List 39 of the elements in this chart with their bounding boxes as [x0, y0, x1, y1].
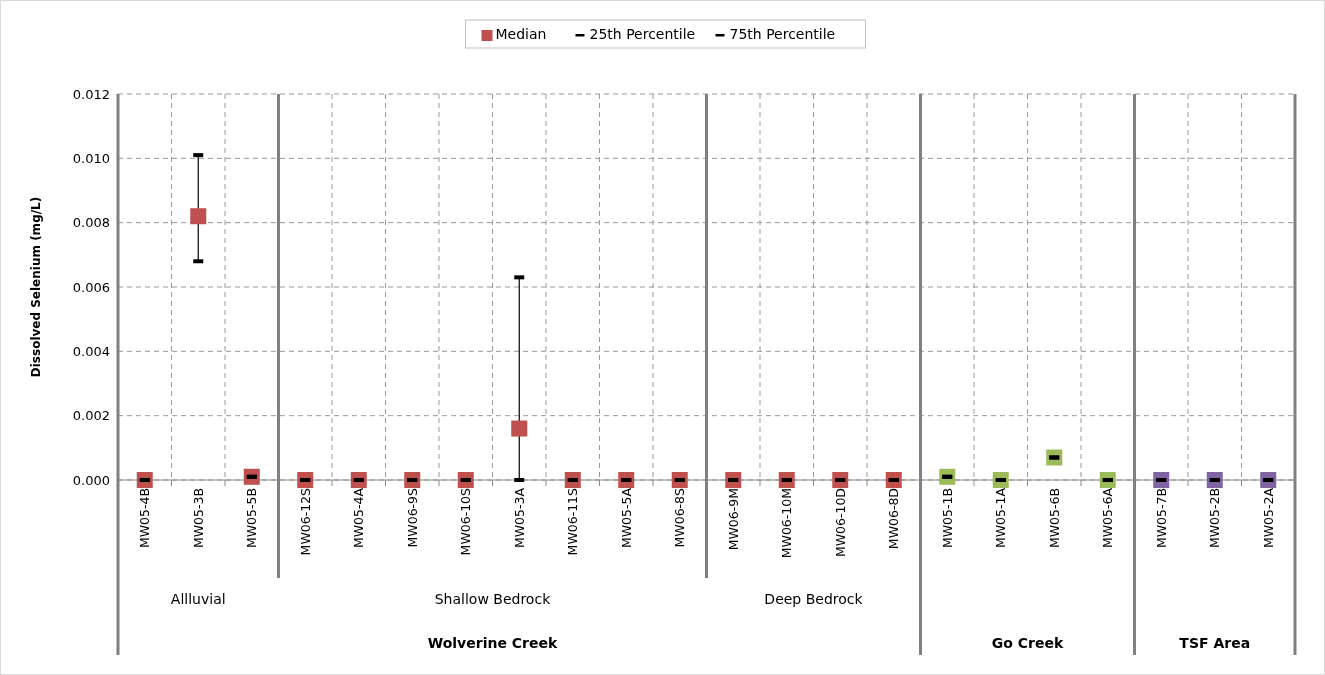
x-tick-label: MW05-1A: [993, 487, 1009, 549]
text: Shallow Bedrock: [434, 591, 552, 607]
legend-label: 75th Percentile: [729, 26, 836, 42]
text: Go Creek: [991, 635, 1064, 651]
x-tick-label: MW05-2A: [1260, 487, 1276, 549]
x-tick-label: MW05-3B: [190, 488, 206, 549]
legend-label: 25th Percentile: [589, 26, 696, 42]
x-tick-label: MW06-10S: [458, 487, 474, 556]
x-tick-label: MW05-6A: [1100, 487, 1116, 549]
legend-label: Median: [495, 26, 547, 42]
y-tick-label: 0.004: [72, 343, 110, 359]
y-axis-title: Dissolved Selenium (mg/L): [29, 196, 43, 378]
x-tick-label: MW05-4B: [137, 488, 153, 549]
x-tick-label: MW05-5A: [618, 487, 634, 549]
text: Deep Bedrock: [764, 591, 864, 607]
x-tick-label: MW06-9M: [725, 488, 741, 551]
text: Wolverine Creek: [427, 635, 558, 651]
y-tick-label: 0.006: [72, 279, 110, 295]
x-tick-label: MW06-9S: [404, 487, 420, 548]
y-tick-label: 0.002: [72, 408, 110, 424]
x-tick-label: MW05-7B: [1153, 488, 1169, 549]
x-tick-label: MW06-10M: [779, 488, 795, 559]
x-tick-label: MW05-3A: [511, 487, 527, 549]
x-tick-label: MW05-4A: [351, 487, 367, 549]
x-tick-label: MW05-5B: [244, 488, 260, 549]
text: TSF Area: [1179, 635, 1251, 651]
x-tick-label: MW05-2B: [1207, 488, 1223, 549]
x-tick-label: MW06-8D: [886, 488, 902, 550]
y-tick-label: 0.010: [72, 150, 110, 166]
y-tick-label: 0.000: [72, 472, 110, 488]
y-tick-label: 0.008: [72, 215, 110, 231]
y-tick-label: 0.012: [72, 86, 110, 102]
x-tick-label: MW05-1B: [939, 488, 955, 549]
x-tick-label: MW06-10D: [832, 488, 848, 558]
text: Allluvial: [170, 591, 226, 607]
x-tick-label: MW06-12S: [297, 487, 313, 556]
x-tick-label: MW05-6B: [1046, 488, 1062, 549]
x-tick-label: MW06-8S: [672, 487, 688, 548]
x-tick-label: MW06-11S: [565, 487, 581, 556]
